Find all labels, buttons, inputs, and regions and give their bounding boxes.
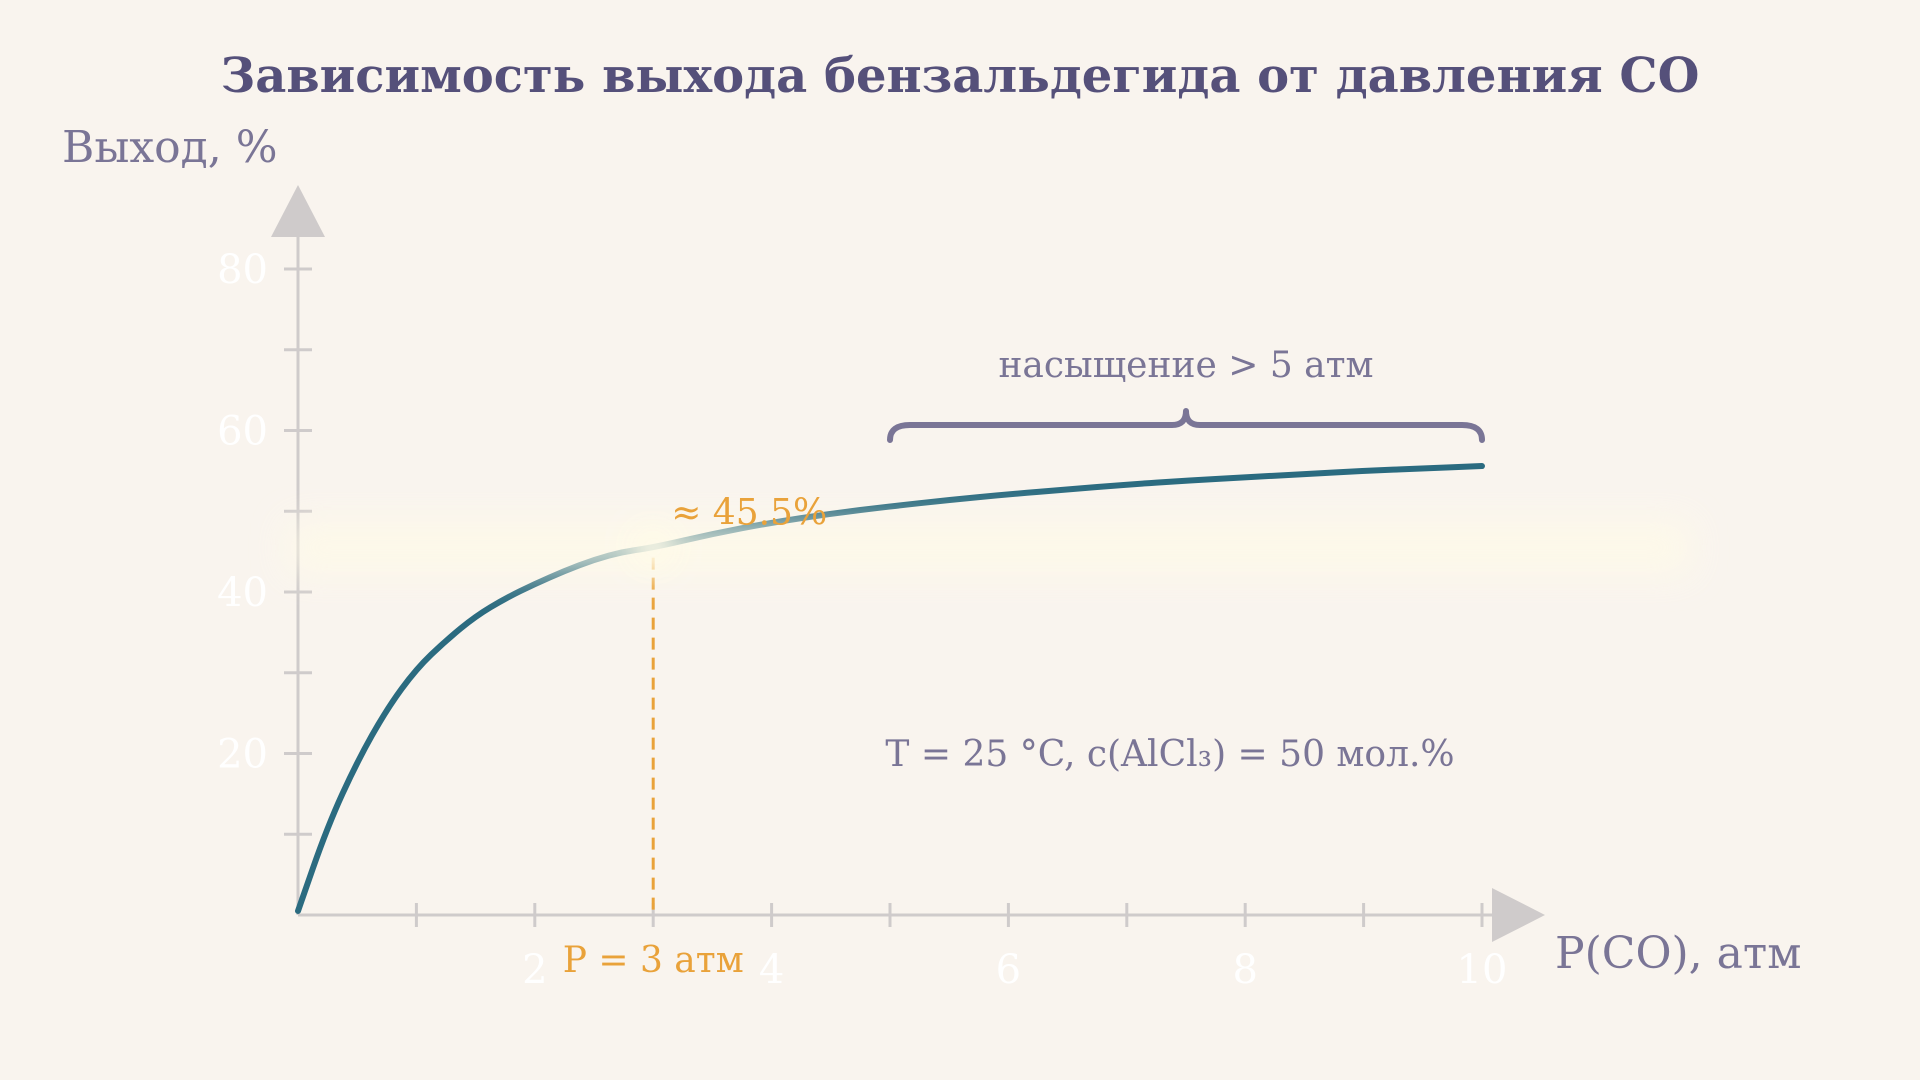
highlight-point [631, 525, 676, 570]
y-tick-label: 20 [217, 732, 268, 778]
chart-title: Зависимость выхода бензальдегида от давл… [221, 48, 1700, 104]
conditions-label: T = 25 °C, c(AlCl₃) = 50 мол.% [885, 734, 1454, 775]
y-axis-label: Выход, % [62, 122, 278, 173]
saturation-label: насыщение > 5 атм [998, 345, 1373, 386]
y-tick-label: 40 [217, 570, 268, 616]
highlight-point-label: ≈ 45.5% [671, 493, 827, 534]
x-axis-tick-labels: 2 4 6 8 10 [522, 947, 1507, 993]
x-axis-ticks [414, 903, 1484, 927]
x-axis-label: P(CO), атм [1555, 928, 1801, 979]
y-tick-label: 60 [217, 409, 268, 455]
x-tick-label: 10 [1457, 947, 1508, 993]
saturation-brace [887, 408, 1485, 443]
x-tick-label: 2 [522, 947, 547, 993]
x-tick-label: 6 [996, 947, 1021, 993]
highlight-glow-band [288, 522, 1690, 573]
x-tick-label: 8 [1232, 947, 1257, 993]
y-axis-ticks [284, 267, 312, 836]
highlight-x-label: P = 3 атм [563, 940, 744, 981]
y-axis-tick-labels: 20 40 60 80 [217, 247, 268, 778]
y-axis-arrowhead [271, 185, 325, 237]
x-tick-label: 4 [759, 947, 784, 993]
x-axis-arrowhead [1492, 888, 1545, 942]
y-tick-label: 80 [217, 247, 268, 293]
